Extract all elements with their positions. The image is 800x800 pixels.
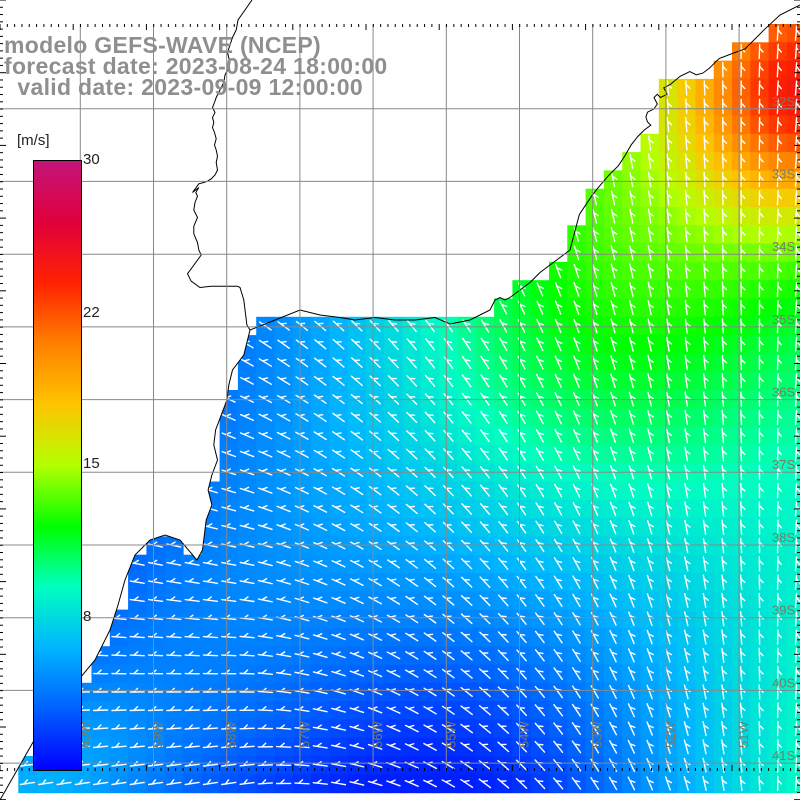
svg-text:36S: 36S	[772, 385, 795, 400]
svg-text:55W: 55W	[443, 721, 458, 748]
svg-text:33S: 33S	[772, 166, 795, 181]
svg-text:53W: 53W	[590, 721, 605, 748]
svg-text:51W: 51W	[736, 721, 751, 748]
svg-text:35S: 35S	[772, 312, 795, 327]
svg-text:57W: 57W	[297, 721, 312, 748]
svg-text:32S: 32S	[772, 94, 795, 109]
svg-text:34S: 34S	[772, 239, 795, 254]
svg-text:40S: 40S	[772, 675, 795, 690]
svg-text:41S: 41S	[772, 748, 795, 763]
svg-text:37S: 37S	[772, 457, 795, 472]
svg-text:39S: 39S	[772, 603, 795, 618]
svg-text:59W: 59W	[151, 721, 166, 748]
svg-text:56W: 56W	[370, 721, 385, 748]
svg-text:38S: 38S	[772, 530, 795, 545]
svg-text:52W: 52W	[663, 721, 678, 748]
svg-text:54W: 54W	[517, 721, 532, 748]
svg-text:58W: 58W	[224, 721, 239, 748]
